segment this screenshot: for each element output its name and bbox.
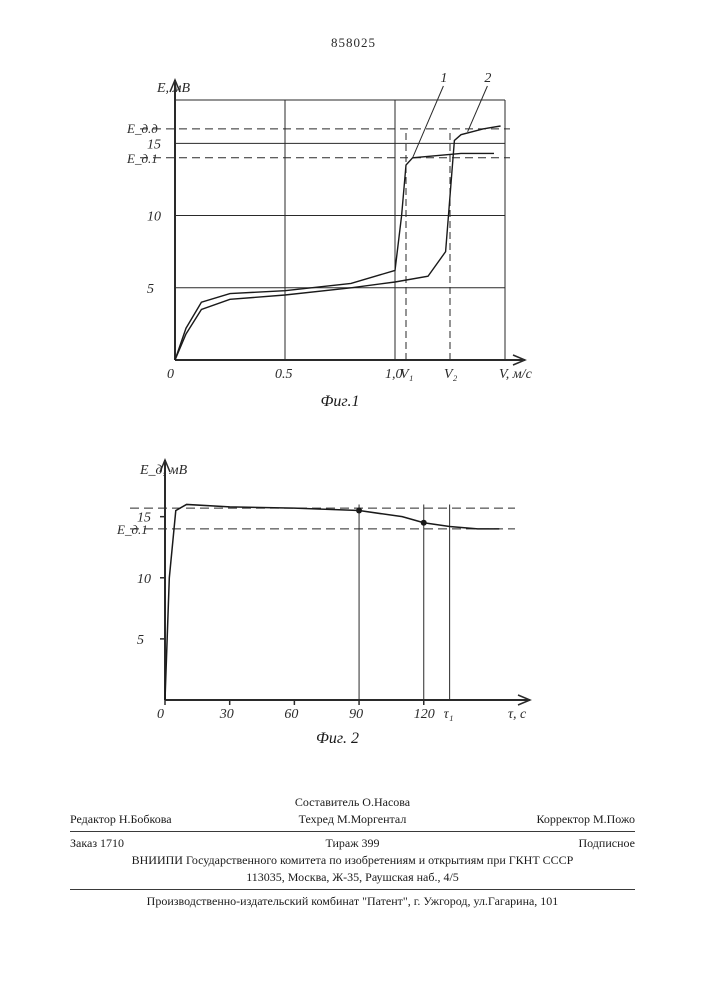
footer-block: Составитель О.Насова Редактор Н.Бобкова … — [70, 795, 635, 911]
footer-org1: ВНИИПИ Государственного комитета по изоб… — [70, 853, 635, 868]
footer-corrector: Корректор М.Пожо — [447, 812, 635, 827]
footer-techred: Техред М.Моргентал — [258, 812, 446, 827]
footer-addr1: 113035, Москва, Ж-35, Раушская наб., 4/5 — [70, 870, 635, 885]
svg-text:60: 60 — [284, 707, 298, 722]
footer-subscr: Подписное — [447, 836, 635, 851]
svg-text:E_д.1: E_д.1 — [116, 522, 148, 537]
svg-text:E_д, мВ: E_д, мВ — [139, 463, 188, 478]
footer-tiraj: Тираж 399 — [258, 836, 446, 851]
svg-text:30: 30 — [219, 707, 234, 722]
footer-rule-2 — [70, 889, 635, 890]
footer-rule-1 — [70, 831, 635, 832]
svg-text:5: 5 — [137, 633, 144, 648]
footer-compiler: Составитель О.Насова — [70, 795, 635, 810]
svg-text:10: 10 — [137, 572, 151, 587]
fig2-chart: 0306090120τ₁51015E_д, мВτ, сE_д.1 — [0, 0, 707, 760]
footer-org2: Производственно-издательский комбинат "П… — [70, 894, 635, 909]
svg-text:τ, с: τ, с — [508, 707, 527, 722]
svg-text:τ₁: τ₁ — [444, 707, 454, 722]
footer-editor: Редактор Н.Бобкова — [70, 812, 258, 827]
svg-text:0: 0 — [157, 707, 164, 722]
svg-text:90: 90 — [349, 707, 363, 722]
svg-text:120: 120 — [414, 707, 435, 722]
footer-order: Заказ 1710 — [70, 836, 258, 851]
fig2-caption: Фиг. 2 — [165, 730, 510, 748]
